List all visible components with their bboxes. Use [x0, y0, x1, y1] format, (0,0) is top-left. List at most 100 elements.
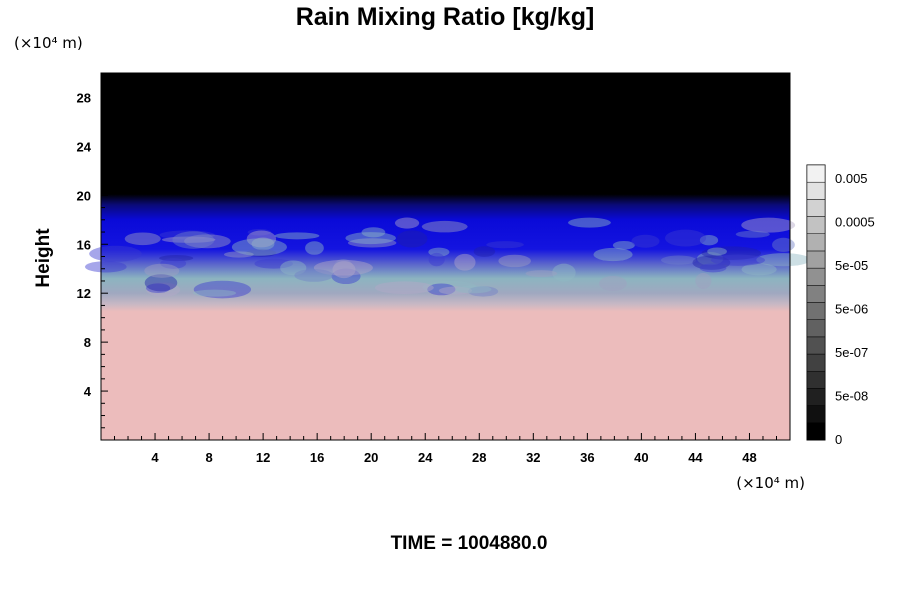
heatmap-texture — [160, 258, 187, 269]
heatmap-texture — [568, 217, 611, 228]
colorbar-band — [806, 181, 826, 200]
heatmap-texture — [692, 255, 731, 270]
x-tick-label: 32 — [526, 450, 540, 465]
colorbar-band — [806, 405, 826, 424]
heatmap-texture — [345, 232, 396, 245]
heatmap-texture — [428, 247, 450, 257]
time-label: TIME = 1004880.0 — [391, 533, 548, 554]
heatmap-texture — [598, 275, 627, 292]
y-axis-ticks: 4 8 12 16 20 24 28 — [77, 84, 108, 429]
heatmap-texture — [631, 234, 660, 248]
y-unit-label: (×10⁴ m) — [14, 34, 83, 52]
y-tick-label: 4 — [84, 384, 92, 399]
heatmap-texture — [313, 259, 373, 276]
heatmap-texture — [124, 232, 161, 246]
heatmap-texture — [699, 235, 719, 246]
heatmap-texture — [699, 263, 727, 273]
heatmap-texture — [467, 286, 499, 297]
colorbar-label: 5e-08 — [835, 389, 868, 404]
colorbar-label: 0.0005 — [835, 215, 875, 230]
heatmap-texture — [280, 260, 307, 276]
heatmap-texture — [711, 254, 766, 266]
heatmap-texture — [184, 234, 231, 249]
heatmap-texture — [695, 272, 712, 289]
x-tick-label: 28 — [472, 450, 486, 465]
colorbar-bands — [806, 164, 826, 441]
x-tick-label: 40 — [634, 450, 648, 465]
heatmap-texture — [428, 252, 445, 267]
heatmap-texture — [707, 247, 727, 256]
heatmap-texture — [396, 230, 428, 248]
colorbar-band — [806, 422, 826, 441]
heatmap-texture — [427, 283, 456, 296]
heatmap-texture — [438, 286, 473, 295]
x-tick-label: 8 — [205, 450, 212, 465]
heatmap-texture — [664, 229, 707, 247]
heatmap-texture — [246, 230, 277, 248]
heatmap-texture — [245, 249, 277, 257]
x-tick-label: 24 — [418, 450, 433, 465]
heatmap-texture — [454, 253, 476, 271]
colorbar-label: 0 — [835, 432, 842, 447]
heatmap-texture — [756, 253, 811, 267]
x-unit-label: (×10⁴ m) — [736, 474, 805, 492]
heatmap-texture — [159, 255, 194, 262]
heatmap-texture — [331, 268, 361, 285]
heatmap-texture — [333, 258, 354, 277]
heatmap-texture — [394, 217, 420, 229]
x-axis-ticks: 4 8 12 16 20 24 28 32 36 40 44 48 — [114, 433, 777, 465]
heatmap-texture — [251, 237, 275, 251]
x-tick-label: 4 — [151, 450, 159, 465]
heatmap-texture — [347, 238, 397, 248]
x-tick-label: 20 — [364, 450, 378, 465]
colorbar-band — [806, 285, 826, 303]
heatmap-texture — [455, 285, 492, 294]
heatmap-texture — [192, 289, 237, 297]
colorbar-label: 0.005 — [835, 171, 868, 186]
colorbar-band — [806, 353, 826, 372]
heatmap-texture — [305, 241, 324, 255]
heatmap-texture — [701, 246, 762, 261]
y-tick-label: 12 — [77, 286, 91, 301]
heatmap-texture — [486, 241, 524, 249]
heatmap-texture — [274, 232, 320, 240]
heatmap-texture — [422, 280, 478, 294]
colorbar-band — [806, 216, 826, 234]
heatmap-texture — [552, 263, 576, 282]
x-tick-label: 48 — [742, 450, 756, 465]
heatmap-texture — [741, 217, 796, 233]
colorbar-band — [806, 233, 826, 252]
heatmap-texture — [231, 238, 287, 256]
x-tick-label: 16 — [310, 450, 324, 465]
y-axis-label: Height — [33, 228, 54, 288]
colorbar-label: 5e-05 — [835, 258, 868, 273]
heatmap-texture — [473, 246, 496, 257]
heatmap-texture — [247, 229, 272, 236]
heatmap-texture — [525, 270, 558, 277]
heatmap-texture — [593, 247, 633, 262]
colorbar-band — [806, 267, 826, 286]
heatmap-texture — [772, 237, 795, 252]
heatmap-texture — [146, 283, 171, 294]
heatmap-texture — [332, 261, 356, 279]
colorbar-band — [806, 302, 826, 320]
y-tick-label: 16 — [77, 237, 91, 252]
colorbar-band — [806, 164, 826, 183]
heatmap-texture — [254, 258, 293, 269]
heatmap-texture — [144, 263, 180, 278]
x-tick-label: 12 — [256, 450, 270, 465]
y-tick-label: 24 — [77, 139, 92, 154]
heatmap-texture — [361, 227, 386, 238]
chart-title: Rain Mixing Ratio [kg/kg] — [296, 3, 595, 31]
y-tick-label: 8 — [84, 335, 91, 350]
heatmap-texture — [661, 255, 697, 265]
heatmap-texture — [223, 251, 254, 258]
colorbar-label: 5e-06 — [835, 302, 868, 317]
x-tick-label: 44 — [688, 450, 703, 465]
colorbar-band — [806, 388, 826, 406]
heatmap-texture — [193, 280, 252, 299]
heatmap-texture — [696, 252, 724, 266]
colorbar-band — [806, 319, 826, 338]
heatmap-field-background — [101, 73, 790, 440]
